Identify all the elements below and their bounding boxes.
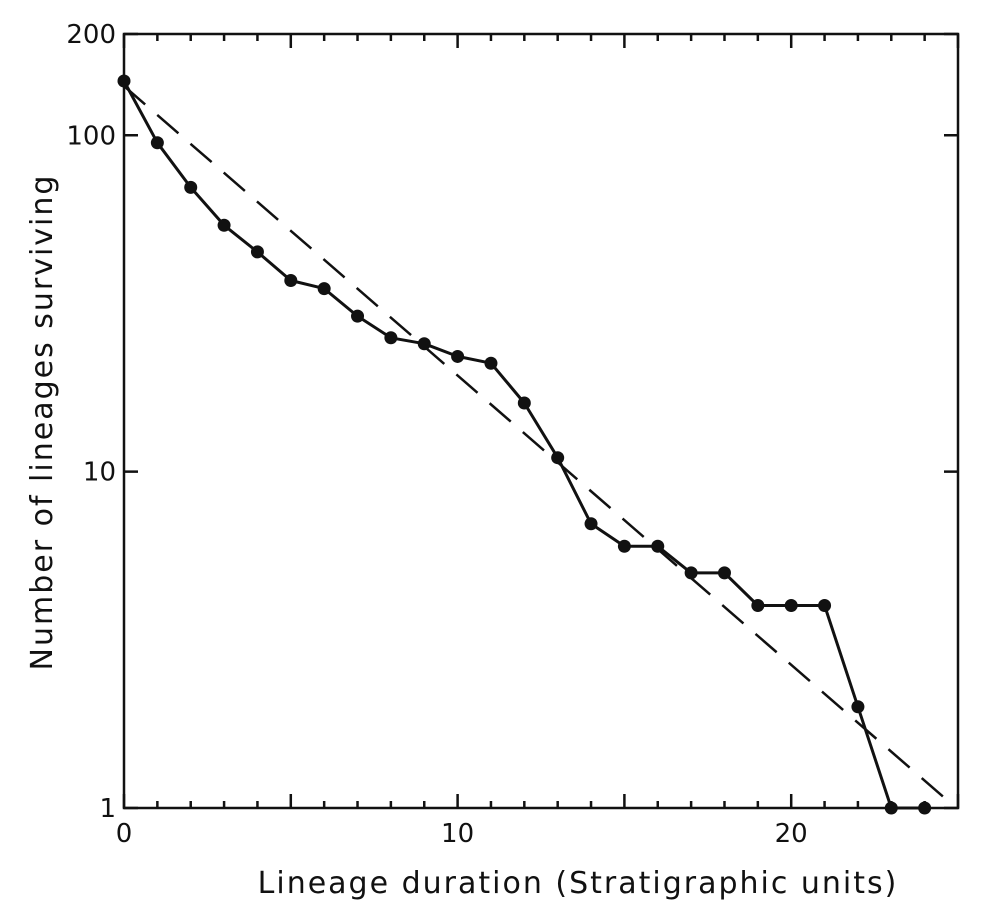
data-point	[551, 451, 565, 465]
data-point	[150, 136, 164, 150]
data-point	[651, 539, 665, 553]
x-tick-label: 0	[116, 819, 133, 849]
data-point	[717, 566, 731, 580]
fitted-exponential-line	[123, 85, 949, 802]
x-axis-label: Lineage duration (Stratigraphic units)	[258, 866, 899, 901]
data-point	[417, 337, 431, 351]
y-tick-label: 10	[83, 458, 116, 488]
y-tick-label: 100	[66, 121, 116, 151]
data-point	[351, 309, 365, 323]
data-point	[451, 349, 465, 363]
data-point	[284, 274, 298, 288]
data-point	[517, 396, 531, 410]
plot-frame	[122, 32, 960, 810]
data-point	[884, 801, 898, 815]
x-tick-label: 10	[441, 819, 474, 849]
data-point	[384, 331, 398, 345]
data-point	[317, 282, 331, 296]
data-point	[818, 598, 832, 612]
data-point	[684, 566, 698, 580]
y-tick-label: 1	[99, 794, 116, 824]
data-point	[250, 245, 264, 259]
data-point	[784, 598, 798, 612]
data-point	[751, 598, 765, 612]
data-point	[184, 180, 198, 194]
data-point	[217, 218, 231, 232]
data-point	[617, 539, 631, 553]
y-axis-label: Number of lineages surviving	[25, 174, 60, 671]
y-tick-label: 200	[66, 20, 116, 50]
data-point	[584, 517, 598, 531]
x-tick-label: 20	[775, 819, 808, 849]
data-point	[851, 700, 865, 714]
data-point	[484, 356, 498, 370]
data-point	[918, 801, 932, 815]
data-point	[117, 74, 131, 88]
